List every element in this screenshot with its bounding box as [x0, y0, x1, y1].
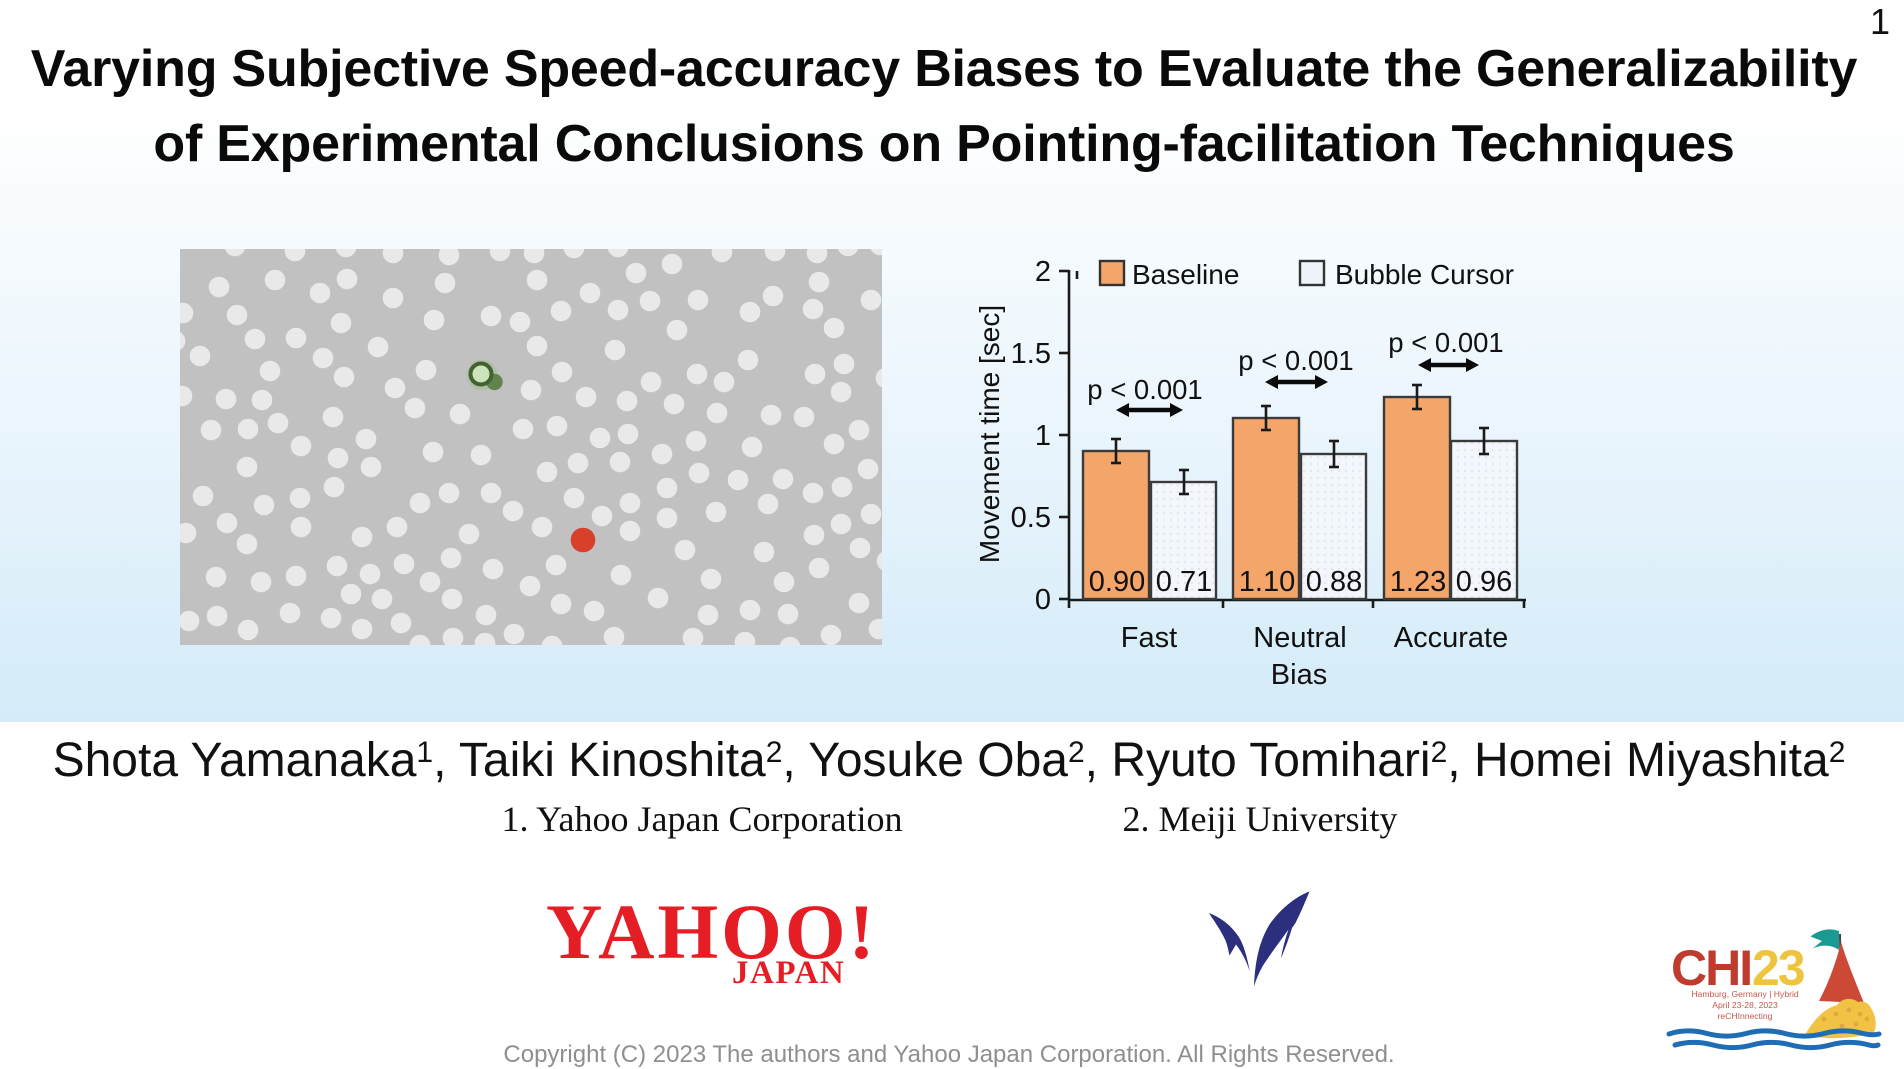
svg-text:2: 2: [1035, 256, 1051, 288]
svg-text:Hamburg, Germany | Hybrid: Hamburg, Germany | Hybrid: [1691, 989, 1799, 999]
svg-text:0: 0: [1035, 584, 1051, 616]
svg-text:Bias: Bias: [1271, 659, 1327, 691]
svg-text:p < 0.001: p < 0.001: [1388, 327, 1503, 358]
svg-text:1.23: 1.23: [1390, 566, 1446, 598]
svg-text:Fast: Fast: [1121, 622, 1177, 654]
svg-text:Bubble Cursor: Bubble Cursor: [1335, 259, 1514, 290]
svg-text:1.5: 1.5: [1011, 338, 1051, 370]
svg-text:p < 0.001: p < 0.001: [1238, 345, 1353, 376]
svg-text:1: 1: [1035, 420, 1051, 452]
svg-text:0.88: 0.88: [1306, 566, 1362, 598]
svg-text:1.10: 1.10: [1239, 566, 1295, 598]
svg-text:Baseline: Baseline: [1132, 259, 1239, 290]
svg-text:23: 23: [1752, 940, 1804, 996]
svg-text:Movement time [sec]: Movement time [sec]: [974, 305, 1005, 563]
svg-text:0.96: 0.96: [1456, 566, 1512, 598]
svg-text:CHI: CHI: [1671, 940, 1751, 996]
svg-text:p < 0.001: p < 0.001: [1087, 374, 1202, 405]
svg-text:0.71: 0.71: [1156, 566, 1212, 598]
svg-text:0.90: 0.90: [1089, 566, 1145, 598]
svg-text:Accurate: Accurate: [1394, 622, 1508, 654]
svg-text:0.5: 0.5: [1011, 502, 1051, 534]
svg-text:Neutral: Neutral: [1253, 622, 1347, 654]
svg-text:April 23-28, 2023: April 23-28, 2023: [1712, 1000, 1778, 1010]
svg-text:reCHInnecting: reCHInnecting: [1718, 1011, 1773, 1021]
